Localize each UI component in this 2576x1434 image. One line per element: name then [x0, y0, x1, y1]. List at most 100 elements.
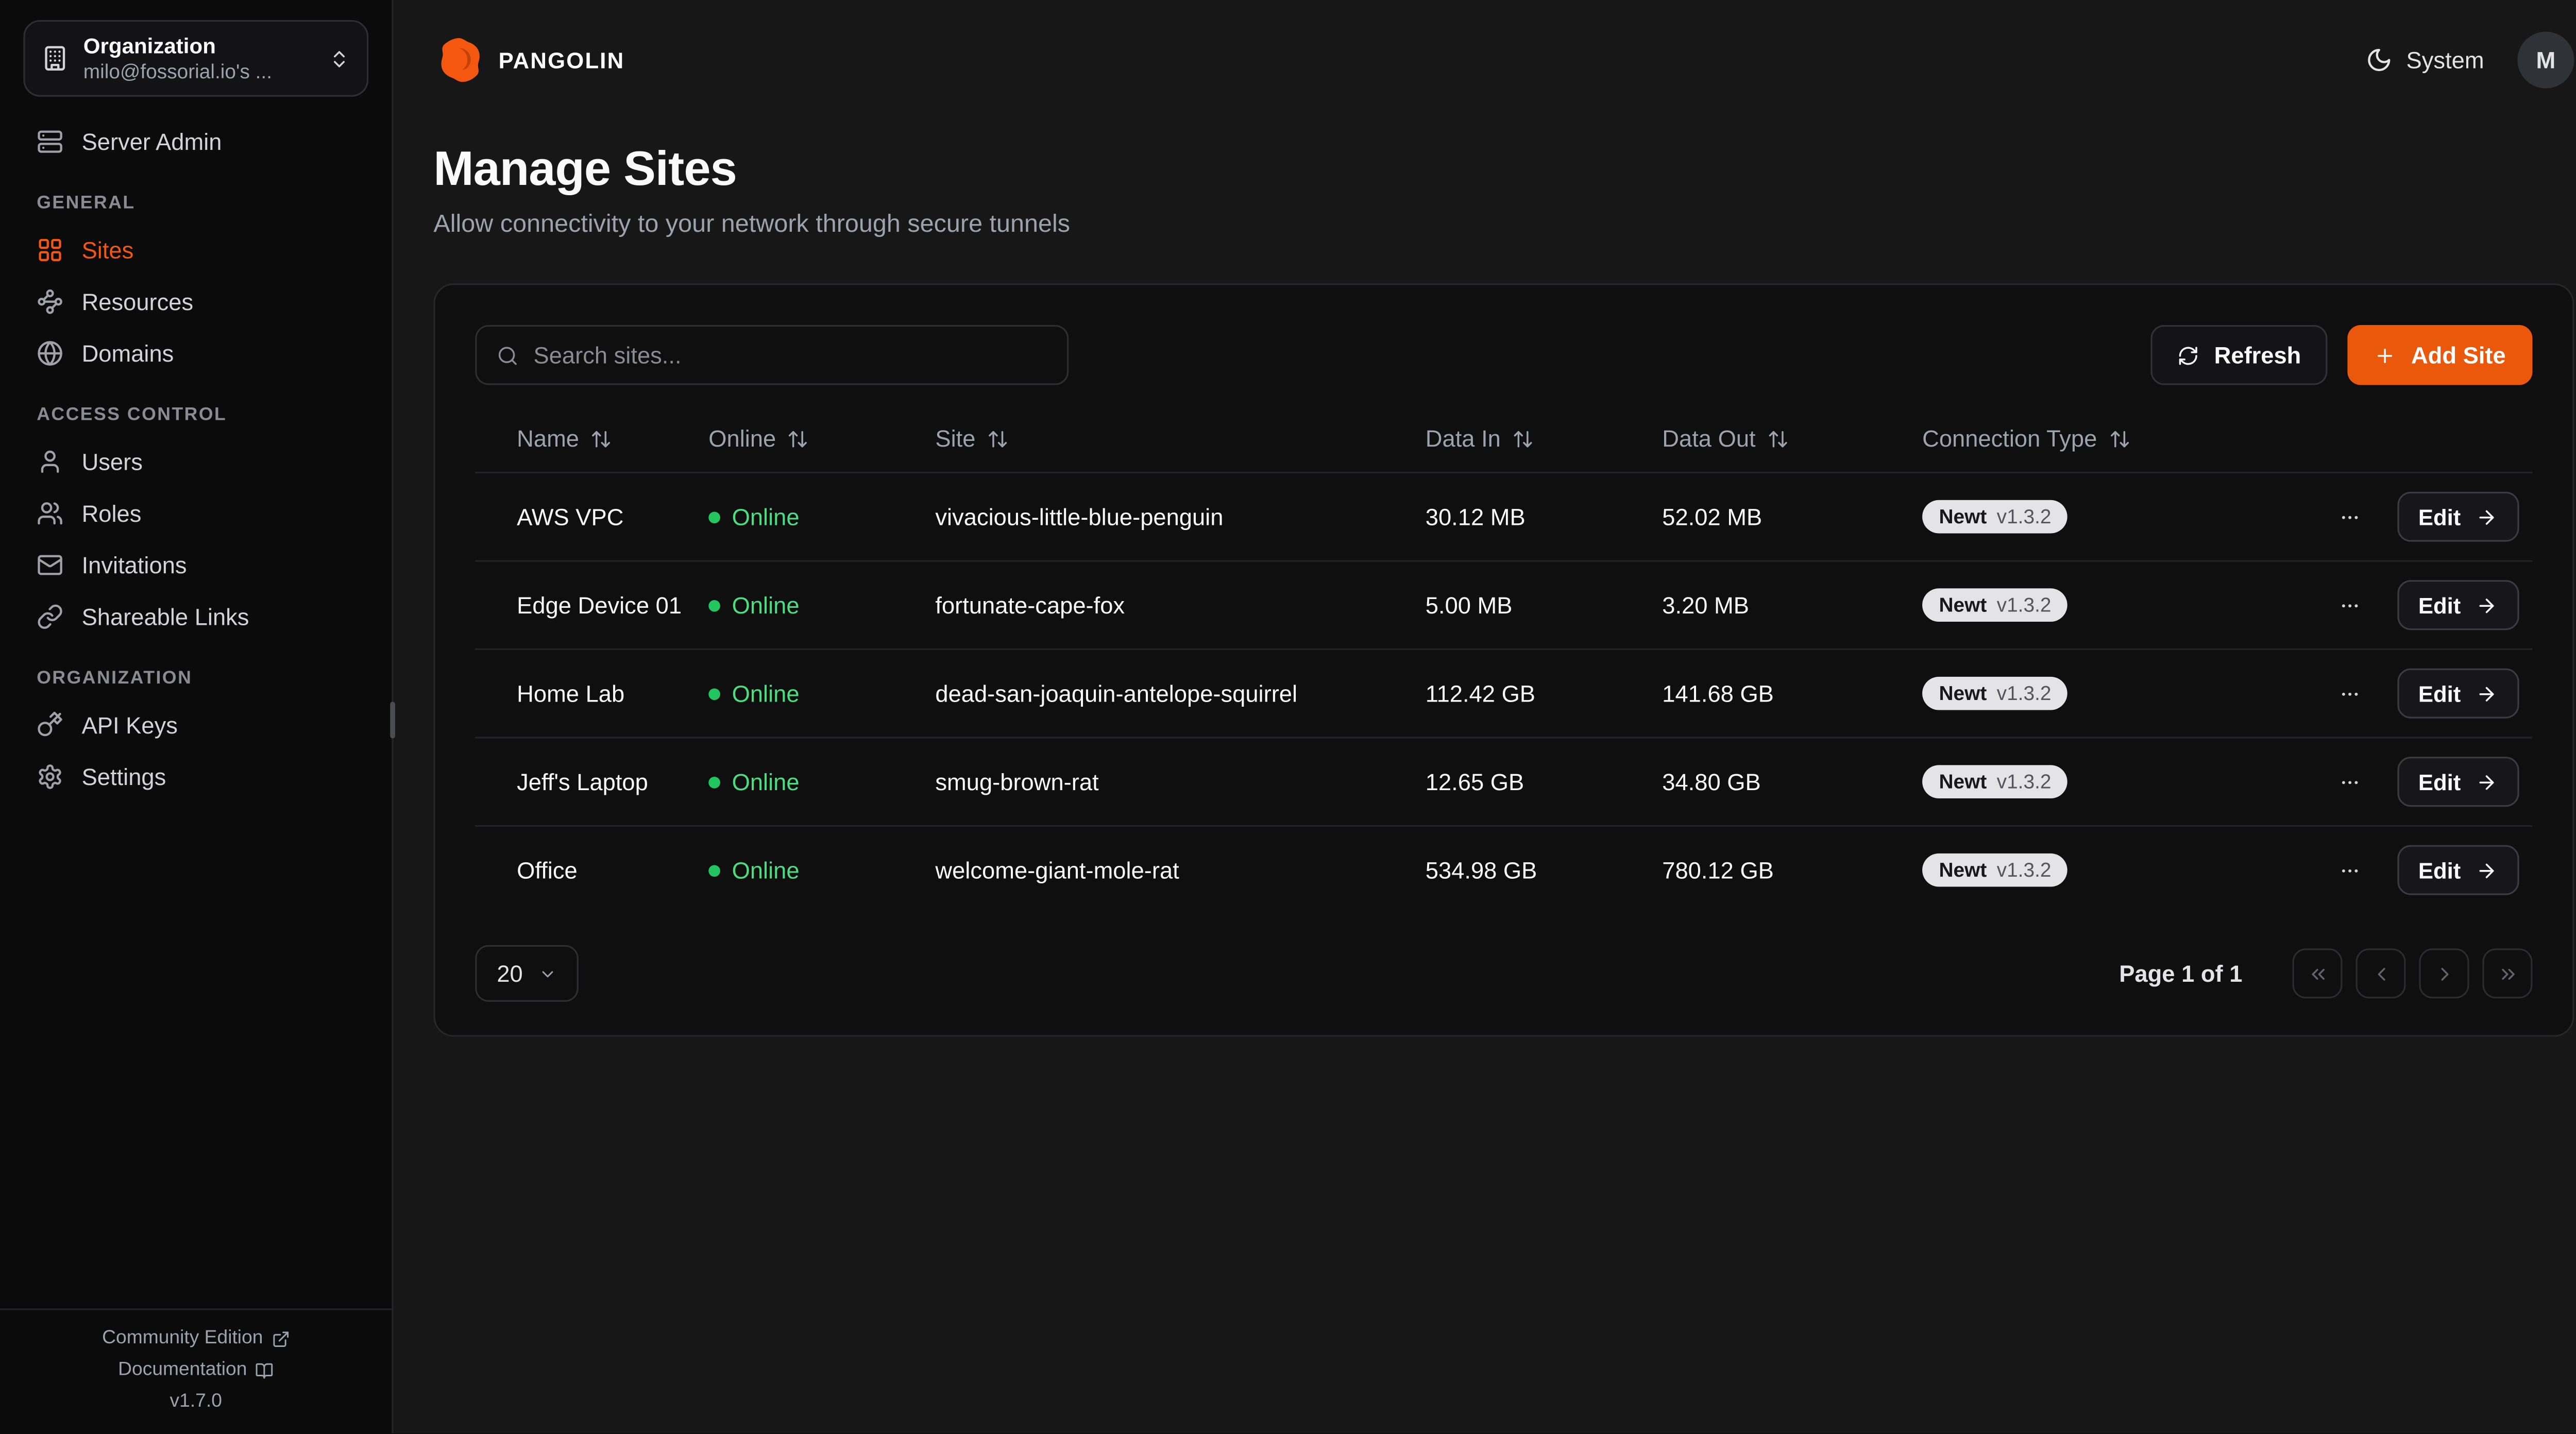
server-icon	[38, 131, 62, 153]
search-input[interactable]	[533, 342, 1047, 369]
data-in-value: 534.98 GB	[1425, 857, 1537, 884]
section-label-general: GENERAL	[37, 194, 135, 214]
connection-type-cell: Newt v1.3.2	[1922, 676, 2242, 711]
arrow-right-icon	[2479, 774, 2494, 789]
sort-icon	[1514, 430, 1533, 447]
connection-type-cell: Newt v1.3.2	[1922, 853, 2242, 887]
ellipsis-icon	[2341, 868, 2357, 872]
refresh-label: Refresh	[2214, 342, 2301, 369]
table-row: AWS VPC Online vivacious-little-blue-pen…	[475, 471, 2533, 560]
link-icon	[38, 605, 62, 629]
column-header-connection-type[interactable]: Connection Type	[1922, 425, 2242, 452]
online-label: Online	[732, 768, 800, 795]
online-dot-icon	[708, 599, 720, 611]
search-icon	[498, 346, 517, 364]
sidebar: Organization milo@fossorial.io's ... Ser…	[0, 0, 395, 1433]
column-header-online[interactable]: Online	[708, 425, 935, 452]
data-out-value: 34.80 GB	[1662, 768, 1761, 795]
connection-badge: Newt v1.3.2	[1922, 853, 2068, 887]
topbar-right: System M	[2366, 31, 2574, 89]
page-size-select[interactable]: 20	[475, 945, 578, 1002]
edit-button[interactable]: Edit	[2396, 580, 2519, 630]
previous-page-button[interactable]	[2355, 948, 2406, 999]
mail-icon	[38, 555, 62, 576]
waypoints-icon	[38, 289, 62, 315]
site-name: AWS VPC	[517, 503, 624, 531]
page-content: Manage Sites Allow connectivity to your …	[394, 120, 2576, 1037]
version-label: v1.7.0	[170, 1392, 222, 1412]
sidebar-item-shareable-links[interactable]: Shareable Links	[23, 592, 368, 642]
table-row: Jeff's Laptop Online smug-brown-rat 12.6…	[475, 737, 2533, 825]
gear-icon	[39, 765, 61, 790]
row-menu-button[interactable]	[2332, 676, 2367, 711]
edit-button[interactable]: Edit	[2396, 668, 2519, 719]
avatar[interactable]: M	[2517, 31, 2574, 89]
data-in-value: 5.00 MB	[1425, 591, 1513, 619]
last-page-button[interactable]	[2482, 948, 2533, 999]
community-edition-link[interactable]: Community Edition	[102, 1328, 290, 1348]
column-header-label: Site	[935, 425, 976, 452]
row-actions: Edit	[2242, 668, 2532, 719]
connection-type-cell: Newt v1.3.2	[1922, 588, 2242, 622]
column-header-data-out[interactable]: Data Out	[1662, 425, 1922, 452]
documentation-label: Documentation	[118, 1360, 247, 1380]
table-row: Office Online welcome-giant-mole-rat 534…	[475, 825, 2533, 914]
row-actions: Edit	[2242, 580, 2532, 630]
globe-icon	[38, 342, 62, 366]
next-page-button[interactable]	[2419, 948, 2469, 999]
row-menu-button[interactable]	[2332, 588, 2367, 623]
add-site-button[interactable]: Add Site	[2347, 325, 2533, 385]
column-header-name[interactable]: Name	[475, 425, 708, 452]
section-label-access-control: ACCESS CONTROL	[37, 405, 227, 425]
topbar: PANGOLIN System M	[394, 0, 2576, 120]
theme-toggle[interactable]: System	[2366, 47, 2484, 73]
refresh-button[interactable]: Refresh	[2150, 325, 2328, 385]
edit-button[interactable]: Edit	[2396, 491, 2519, 542]
sidebar-item-settings[interactable]: Settings	[23, 752, 368, 802]
sidebar-item-label: Sites	[81, 237, 134, 264]
sidebar-item-label: Roles	[81, 500, 142, 527]
sidebar-item-roles[interactable]: Roles	[23, 489, 368, 539]
documentation-link[interactable]: Documentation	[118, 1360, 274, 1380]
sidebar-item-sites[interactable]: Sites	[23, 226, 368, 276]
row-menu-button[interactable]	[2332, 852, 2367, 887]
arrow-right-icon	[2479, 686, 2494, 701]
row-menu-button[interactable]	[2332, 764, 2367, 799]
organization-selector[interactable]: Organization milo@fossorial.io's ...	[23, 20, 369, 97]
sidebar-item-users[interactable]: Users	[23, 437, 368, 487]
search-box[interactable]	[475, 325, 1069, 385]
sidebar-item-invitations[interactable]: Invitations	[23, 540, 368, 590]
connection-badge: Newt v1.3.2	[1922, 588, 2068, 622]
building-icon	[45, 46, 65, 71]
connection-name: Newt	[1939, 858, 1987, 882]
sidebar-item-api-keys[interactable]: API Keys	[23, 701, 368, 750]
sidebar-resize-handle[interactable]	[390, 702, 395, 739]
edit-label: Edit	[2418, 769, 2461, 794]
arrow-right-icon	[2479, 509, 2494, 524]
sidebar-item-resources[interactable]: Resources	[23, 277, 368, 327]
ellipsis-icon	[2341, 780, 2357, 783]
edit-button[interactable]: Edit	[2396, 845, 2519, 895]
first-page-button[interactable]	[2292, 948, 2343, 999]
connection-badge: Newt v1.3.2	[1922, 764, 2068, 799]
connection-badge: Newt v1.3.2	[1922, 500, 2068, 534]
column-header-site[interactable]: Site	[935, 425, 1425, 452]
page-subtitle: Allow connectivity to your network throu…	[433, 210, 1071, 238]
data-out-value: 3.20 MB	[1662, 591, 1750, 619]
edit-button[interactable]: Edit	[2396, 757, 2519, 807]
arrow-right-icon	[2479, 863, 2494, 878]
column-header-data-in[interactable]: Data In	[1426, 425, 1663, 452]
row-menu-button[interactable]	[2332, 499, 2367, 534]
sidebar-item-server-admin[interactable]: Server Admin	[23, 117, 368, 167]
online-status: Online	[708, 503, 935, 530]
ellipsis-icon	[2341, 603, 2357, 607]
online-label: Online	[732, 591, 800, 619]
table-row: Home Lab Online dead-san-joaquin-antelop…	[475, 648, 2533, 737]
sidebar-item-domains[interactable]: Domains	[23, 329, 368, 379]
site-slug: smug-brown-rat	[935, 768, 1099, 795]
table-row: Edge Device 01 Online fortunate-cape-fox…	[475, 560, 2533, 648]
row-actions: Edit	[2242, 845, 2532, 895]
brand: PANGOLIN	[433, 35, 624, 85]
arrow-right-icon	[2479, 598, 2494, 612]
